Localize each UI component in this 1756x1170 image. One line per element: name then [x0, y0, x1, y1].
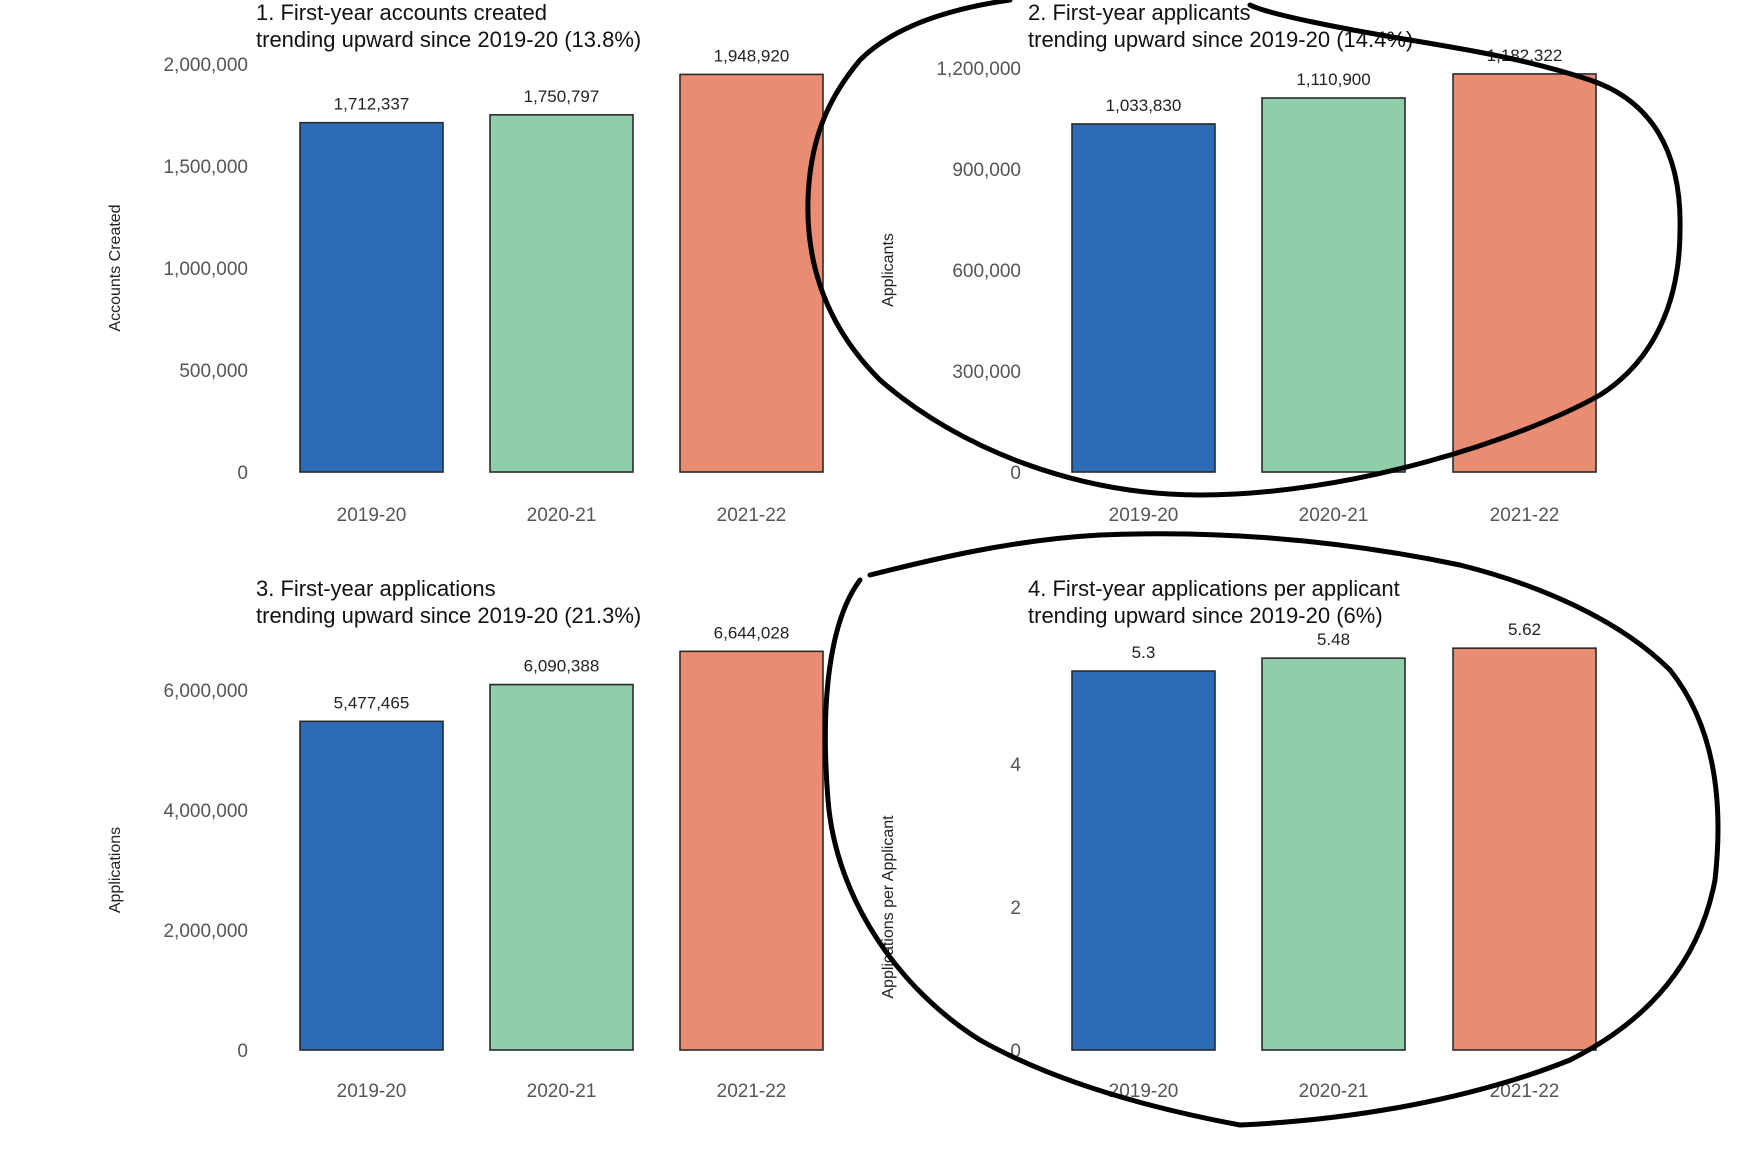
bar-2021-22	[679, 650, 824, 1051]
data-label: 1,712,337	[334, 95, 410, 114]
data-label: 5,477,465	[334, 693, 410, 712]
chart-title-line: 2. First-year applicants	[1028, 0, 1251, 25]
data-label: 5.48	[1317, 630, 1350, 649]
chart-title-line: trending upward since 2019-20 (13.8%)	[256, 27, 641, 52]
y-tick-label: 0	[1010, 1041, 1021, 1062]
bar-2019-20	[299, 121, 444, 473]
data-label: 1,948,920	[714, 46, 790, 65]
bar-2021-22	[679, 73, 824, 473]
y-axis-label: Applicants	[880, 233, 897, 307]
chart-panel-4: 4. First-year applications per applicant…	[880, 576, 1597, 1102]
chart-title-line: trending upward since 2019-20 (6%)	[1028, 603, 1383, 628]
bar-2021-22	[1452, 73, 1597, 473]
data-label: 5.62	[1508, 620, 1541, 639]
y-tick-label: 0	[1010, 463, 1021, 484]
bar-2019-20	[1071, 670, 1216, 1051]
chart-title-line: 4. First-year applications per applicant	[1028, 576, 1400, 601]
bar-2020-21	[489, 114, 634, 473]
x-tick-label: 2021-22	[717, 505, 787, 526]
data-label: 1,182,322	[1487, 46, 1563, 65]
y-axis-label: Applications per Applicant	[880, 815, 897, 999]
y-tick-label: 900,000	[952, 160, 1021, 181]
data-label: 6,644,028	[714, 623, 790, 642]
y-tick-label: 4	[1010, 755, 1021, 776]
x-tick-label: 2019-20	[1109, 505, 1179, 526]
bar-2020-21	[489, 683, 634, 1051]
data-label: 1,110,900	[1296, 70, 1370, 89]
chart-title-line: 3. First-year applications	[256, 576, 496, 601]
bar-2021-22	[1452, 647, 1597, 1051]
data-label: 6,090,388	[524, 657, 600, 676]
bar-2020-21	[1261, 657, 1406, 1051]
x-tick-label: 2020-21	[527, 1081, 597, 1102]
y-tick-label: 6,000,000	[163, 681, 248, 702]
x-tick-label: 2021-22	[717, 1081, 787, 1102]
y-tick-label: 1,000,000	[163, 259, 248, 280]
data-label: 5.3	[1132, 643, 1156, 662]
hand-drawn-annotations	[805, 0, 1721, 1128]
hand-drawn-circle-top-right	[805, 0, 1683, 498]
chart-title-line: 1. First-year accounts created	[256, 0, 547, 25]
data-label: 1,750,797	[524, 87, 600, 106]
y-axis-label: Accounts Created	[107, 204, 124, 331]
y-tick-label: 300,000	[952, 362, 1021, 383]
y-axis-label: Applications	[107, 827, 124, 913]
x-tick-label: 2020-21	[1299, 1081, 1369, 1102]
y-tick-label: 600,000	[952, 261, 1021, 282]
hand-drawn-circle-bottom-right	[822, 531, 1721, 1128]
y-tick-label: 500,000	[179, 361, 248, 382]
x-tick-label: 2021-22	[1490, 1081, 1560, 1102]
x-tick-label: 2021-22	[1490, 505, 1560, 526]
bar-2019-20	[299, 720, 444, 1051]
x-tick-label: 2020-21	[527, 505, 597, 526]
bar-2019-20	[1071, 123, 1216, 473]
chart-title-line: trending upward since 2019-20 (21.3%)	[256, 603, 641, 628]
x-tick-label: 2020-21	[1299, 505, 1369, 526]
y-tick-label: 2	[1010, 898, 1021, 919]
x-tick-label: 2019-20	[337, 505, 407, 526]
y-tick-label: 1,200,000	[936, 59, 1021, 80]
data-label: 1,033,830	[1106, 96, 1182, 115]
y-tick-label: 2,000,000	[163, 55, 248, 76]
bar-2020-21	[1261, 97, 1406, 473]
x-tick-label: 2019-20	[337, 1081, 407, 1102]
y-tick-label: 0	[237, 1041, 248, 1062]
y-tick-label: 0	[237, 463, 248, 484]
y-tick-label: 1,500,000	[163, 157, 248, 178]
y-tick-label: 4,000,000	[163, 801, 248, 822]
y-tick-label: 2,000,000	[163, 921, 248, 942]
